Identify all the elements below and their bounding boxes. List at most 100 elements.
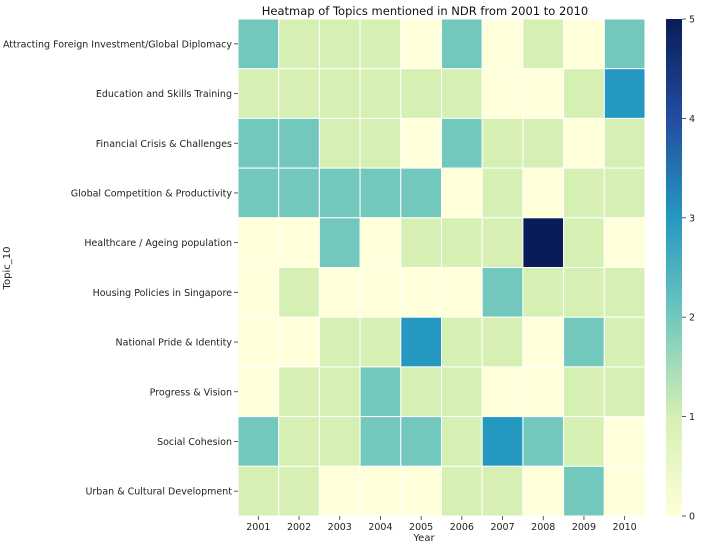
colorbar-ticks: 0 1 2 3 4 5: [682, 15, 695, 523]
heatmap-cell: [318, 366, 361, 418]
heatmap-cell: [278, 316, 320, 368]
heatmap-cell: [563, 18, 605, 70]
heatmap-cell: [237, 68, 280, 119]
heatmap-cell: [359, 316, 402, 368]
heatmap-cell: [522, 465, 565, 517]
colorbar-tick-label: 0: [689, 512, 695, 523]
heatmap-cell: [603, 18, 646, 70]
heatmap-cell: [441, 167, 483, 219]
heatmap-cell: [522, 68, 565, 119]
heatmap-cell: [400, 18, 442, 70]
heatmap-cell: [522, 167, 565, 219]
x-tick-label: 2004: [368, 522, 392, 533]
heatmap-cell: [481, 316, 524, 368]
heatmap-cell: [603, 465, 646, 517]
heatmap-cell: [359, 217, 402, 269]
heatmap-cell: [522, 18, 565, 70]
heatmap-cell: [400, 465, 442, 517]
y-tick-label: National Pride & Identity: [116, 338, 233, 349]
heatmap-cell: [603, 217, 646, 269]
heatmap-cell: [318, 465, 361, 517]
heatmap-cell: [563, 416, 605, 467]
heatmap-cell: [237, 316, 280, 368]
heatmap-cell: [359, 167, 402, 219]
heatmap-cell: [522, 117, 565, 169]
heatmap-cell: [522, 416, 565, 467]
heatmap-cell: [481, 117, 524, 169]
heatmap-cell: [237, 267, 280, 318]
heatmap-cell: [441, 465, 483, 517]
heatmap-cell: [603, 117, 646, 169]
x-tick-labels: 2001 2002 2003 2004 2005 2006 2007 2008 2009 2010: [246, 516, 637, 533]
heatmap-cell: [603, 167, 646, 219]
heatmap-cell: [278, 117, 320, 169]
heatmap-cell: [359, 18, 402, 70]
heatmap-cell: [441, 316, 483, 368]
heatmap-cell: [522, 267, 565, 318]
heatmap-cell: [318, 167, 361, 219]
heatmap-cell: [563, 267, 605, 318]
heatmap-cell: [563, 366, 605, 418]
heatmap-cell: [237, 217, 280, 269]
y-tick-label: Attracting Foreign Investment/Global Dip…: [3, 39, 232, 50]
y-tick-label: Progress & Vision: [150, 387, 232, 398]
heatmap-cell: [318, 416, 361, 467]
colorbar-tick-label: 4: [689, 114, 695, 125]
x-tick-label: 2001: [246, 522, 270, 533]
heatmap-cell: [481, 416, 524, 467]
heatmap-cell: [522, 217, 565, 269]
heatmap-cell: [318, 316, 361, 368]
heatmap-cells: [237, 18, 646, 517]
heatmap-cell: [481, 217, 524, 269]
y-tick-labels: Attracting Foreign Investment/Global Dip…: [3, 39, 238, 498]
heatmap-cell: [400, 217, 442, 269]
heatmap-cell: [359, 117, 402, 169]
heatmap-cell: [603, 68, 646, 119]
heatmap-cell: [400, 68, 442, 119]
x-tick-label: 2005: [409, 522, 433, 533]
y-tick-label: Financial Crisis & Challenges: [96, 139, 232, 150]
heatmap-cell: [603, 366, 646, 418]
heatmap-cell: [441, 68, 483, 119]
x-tick-label: 2008: [531, 522, 555, 533]
heatmap-cell: [603, 316, 646, 368]
heatmap-cell: [481, 366, 524, 418]
heatmap-cell: [563, 68, 605, 119]
y-tick-label: Global Competition & Productivity: [71, 188, 233, 199]
colorbar: [666, 19, 682, 516]
colorbar-tick-label: 1: [689, 412, 695, 423]
heatmap-cell: [400, 416, 442, 467]
heatmap-cell: [441, 117, 483, 169]
x-tick-label: 2002: [287, 522, 311, 533]
heatmap-cell: [278, 465, 320, 517]
y-axis-label: Topic_10: [2, 247, 13, 291]
colorbar-tick-label: 5: [689, 15, 695, 26]
y-tick-label: Housing Policies in Singapore: [93, 288, 233, 299]
heatmap-cell: [603, 416, 646, 467]
heatmap-cell: [441, 416, 483, 467]
heatmap-cell: [318, 267, 361, 318]
heatmap-cell: [481, 18, 524, 70]
heatmap-cell: [563, 465, 605, 517]
heatmap-cell: [359, 68, 402, 119]
chart-title: Heatmap of Topics mentioned in NDR from …: [262, 4, 588, 18]
heatmap-cell: [237, 117, 280, 169]
heatmap-cell: [318, 68, 361, 119]
heatmap-cell: [318, 217, 361, 269]
heatmap-cell: [603, 267, 646, 318]
heatmap-cell: [237, 416, 280, 467]
heatmap-cell: [237, 18, 280, 70]
colorbar-tick-label: 3: [689, 213, 695, 224]
x-tick-label: 2010: [613, 522, 637, 533]
heatmap-cell: [400, 267, 442, 318]
x-axis-label: Year: [412, 533, 435, 544]
y-tick-label: Healthcare / Ageing population: [84, 238, 232, 249]
y-tick-label: Urban & Cultural Development: [85, 487, 232, 498]
heatmap-cell: [359, 465, 402, 517]
heatmap-cell: [441, 18, 483, 70]
heatmap-cell: [278, 416, 320, 467]
heatmap-cell: [481, 68, 524, 119]
heatmap-cell: [441, 267, 483, 318]
heatmap-cell: [359, 267, 402, 318]
